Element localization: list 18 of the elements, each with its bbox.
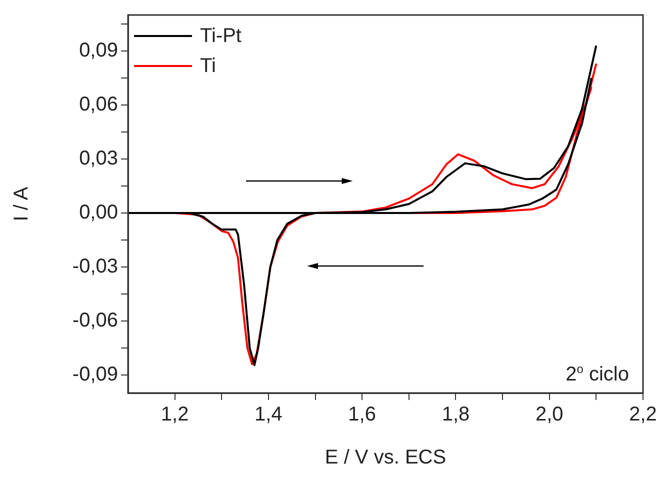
x-tick-label: 2,0 [535, 404, 564, 426]
y-tick-label: 0,03 [79, 148, 118, 170]
x-tick-label: 1,4 [254, 404, 282, 426]
x-tick-label: 1,2 [160, 404, 189, 426]
x-tick-label: 1,6 [348, 404, 376, 426]
annotation: 2$^{o}$ ciclo [566, 362, 629, 387]
legend-label: Ti [200, 54, 216, 78]
x-axis-title: E / V vs. ECS [324, 446, 446, 469]
y-tick-label: 0,09 [79, 40, 118, 62]
y-tick-label: -0,06 [72, 310, 118, 332]
x-tick-label: 1,8 [442, 404, 470, 426]
y-axis-title: I / A [10, 186, 33, 222]
y-tick-label: -0,09 [72, 364, 118, 386]
legend-label: Ti-Pt [200, 24, 242, 48]
x-tick-label: 2,2 [629, 404, 657, 426]
y-tick-label: -0,03 [72, 256, 118, 278]
y-tick-label: 0,00 [79, 202, 118, 224]
y-tick-label: 0,06 [79, 94, 118, 116]
